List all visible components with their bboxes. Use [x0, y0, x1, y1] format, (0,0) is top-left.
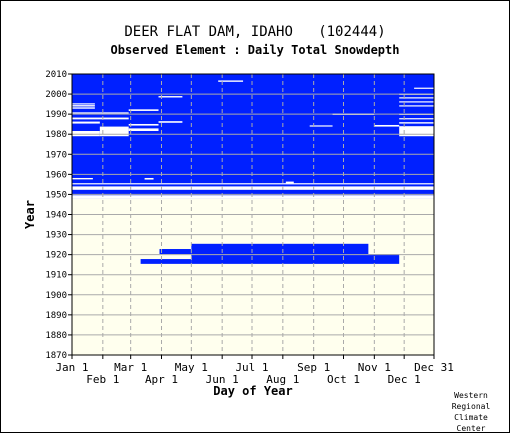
observed-block [72, 74, 434, 199]
x-tick-label: Dec 31 [414, 361, 454, 374]
chart-subtitle: Observed Element : Daily Total Snowdepth [110, 43, 400, 57]
observed-block [191, 254, 400, 264]
missing-gap [72, 121, 100, 124]
missing-gap [158, 96, 183, 98]
y-tick-label: 1940 [45, 211, 67, 221]
missing-gap [128, 123, 159, 126]
x-tick-label: May 1 [175, 361, 208, 374]
x-tick-label: Feb 1 [86, 373, 119, 386]
missing-gap [399, 105, 434, 107]
missing-gap [72, 107, 95, 109]
missing-gap [72, 195, 434, 199]
missing-gap [128, 128, 159, 132]
missing-gap [374, 124, 400, 127]
x-tick-label: Sep 1 [297, 361, 330, 374]
chart-title: DEER FLAT DAM, IDAHO (102444) [124, 24, 386, 40]
missing-gap [309, 125, 333, 127]
y-axis: 1870 1880 1890 1900 1910 1920 1930 1940 1950 1960… [45, 70, 72, 361]
x-tick-label: Apr 1 [145, 373, 178, 386]
observed-data-layer [72, 74, 434, 264]
missing-gap [399, 122, 434, 124]
y-axis-label: Year [23, 200, 37, 229]
x-tick-label: Mar 1 [114, 361, 147, 374]
missing-gap [72, 105, 95, 107]
y-tick-label: 1950 [45, 190, 67, 200]
y-tick-label: 1910 [45, 271, 67, 281]
x-axis-label: Day of Year [213, 384, 292, 398]
credit-block: Western Regional Climate Center [446, 390, 496, 434]
y-tick-label: 1870 [45, 351, 67, 361]
credit-line: Center [456, 424, 486, 433]
y-tick-label: 1990 [45, 110, 67, 120]
x-tick-label: Oct 1 [327, 373, 360, 386]
x-tick-label: Nov 1 [358, 361, 391, 374]
y-tick-label: 1900 [45, 291, 67, 301]
y-tick-label: 1960 [45, 170, 67, 180]
missing-gap [72, 183, 434, 185]
x-tick-label: Jul 1 [235, 361, 268, 374]
observed-block [140, 259, 192, 264]
observed-block [191, 243, 369, 255]
y-tick-label: 2000 [45, 90, 67, 100]
missing-gap [399, 101, 434, 103]
x-tick-label: Jan 1 [55, 361, 88, 374]
y-tick-label: 2010 [45, 70, 67, 80]
missing-gap [72, 117, 129, 120]
x-tick-label: Dec 1 [388, 373, 421, 386]
observed-block [159, 249, 192, 255]
y-tick-label: 1880 [45, 331, 67, 341]
credit-line: Western [454, 391, 488, 400]
missing-gap [414, 87, 434, 89]
credit-line: Climate [454, 413, 488, 422]
y-tick-label: 1930 [45, 231, 67, 241]
y-tick-label: 1980 [45, 130, 67, 140]
y-tick-label: 1920 [45, 251, 67, 261]
missing-gap [399, 118, 434, 120]
missing-gap [218, 80, 244, 82]
missing-gap [144, 177, 154, 180]
x-tick-label: Jun 1 [206, 373, 239, 386]
missing-gap [285, 181, 294, 184]
missing-gap [72, 131, 100, 137]
missing-gap [399, 126, 434, 137]
x-tick-label: Aug 1 [266, 373, 299, 386]
missing-gap [72, 177, 93, 180]
missing-gap [128, 109, 159, 111]
y-tick-label: 1890 [45, 311, 67, 321]
missing-gap [158, 121, 183, 123]
missing-gap [72, 112, 129, 114]
credit-line: Regional [451, 402, 491, 411]
missing-gap [99, 126, 129, 137]
y-tick-label: 1970 [45, 150, 67, 160]
x-axis: Jan 1 Mar 1 May 1 Jul 1 Sep 1 Nov 1 Dec 31 Feb … [55, 355, 454, 386]
missing-gap [72, 103, 95, 105]
missing-gap [72, 186, 434, 190]
missing-gap [399, 97, 434, 99]
